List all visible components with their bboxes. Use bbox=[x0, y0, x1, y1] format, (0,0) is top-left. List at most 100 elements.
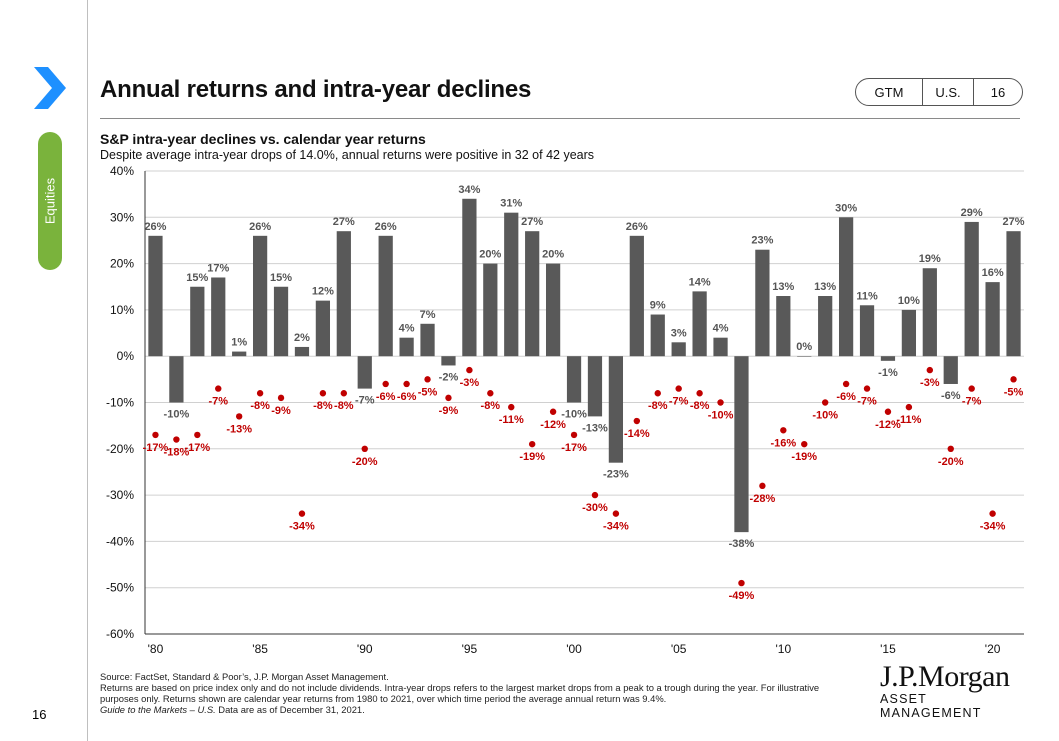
decline-point bbox=[487, 390, 494, 397]
return-bar bbox=[734, 356, 749, 533]
return-label: 27% bbox=[1003, 216, 1025, 228]
return-label: 14% bbox=[689, 276, 711, 288]
decline-point bbox=[947, 445, 954, 452]
return-label: 17% bbox=[207, 262, 229, 274]
return-label: 13% bbox=[772, 281, 794, 293]
return-bar bbox=[587, 356, 603, 417]
decline-point bbox=[696, 390, 703, 397]
decline-point bbox=[633, 417, 641, 425]
return-bar bbox=[420, 323, 435, 357]
return-label: 27% bbox=[521, 216, 543, 228]
return-bar bbox=[901, 309, 917, 357]
decline-point bbox=[235, 413, 243, 420]
return-bar bbox=[755, 249, 770, 357]
return-label: 9% bbox=[650, 300, 666, 312]
return-label: 2% bbox=[294, 332, 310, 344]
return-label: -13% bbox=[582, 422, 608, 434]
decline-point bbox=[1010, 376, 1017, 383]
decline-label: -14% bbox=[624, 428, 650, 440]
section-tab-equities[interactable]: Equities bbox=[38, 132, 62, 270]
return-bar bbox=[566, 356, 582, 403]
return-bar bbox=[776, 296, 791, 357]
return-bar bbox=[315, 300, 331, 357]
return-label: 19% bbox=[919, 253, 941, 265]
title-rule bbox=[100, 118, 1020, 119]
return-bar bbox=[462, 198, 477, 357]
decline-point bbox=[319, 390, 327, 397]
decline-label: -16% bbox=[770, 437, 796, 449]
decline-point bbox=[717, 399, 724, 406]
gtm-badge: GTM U.S. 16 bbox=[855, 78, 1023, 106]
return-bar bbox=[169, 356, 184, 403]
decline-point bbox=[466, 366, 473, 374]
chart-subtitle: Despite average intra-year drops of 14.0… bbox=[100, 148, 595, 162]
page-title: Annual returns and intra-year declines bbox=[100, 76, 532, 103]
return-bar bbox=[441, 356, 456, 366]
return-bar bbox=[943, 356, 958, 384]
decline-point bbox=[152, 431, 159, 439]
decline-label: -11% bbox=[896, 414, 921, 426]
x-tick-label: '15 bbox=[880, 642, 896, 656]
decline-label: -17% bbox=[143, 442, 169, 454]
decline-point bbox=[445, 394, 452, 402]
decline-point bbox=[194, 431, 201, 439]
decline-label: -11% bbox=[499, 414, 524, 426]
return-label: -6% bbox=[941, 390, 961, 402]
decline-label: -5% bbox=[1004, 386, 1024, 398]
return-bar bbox=[629, 235, 644, 357]
return-label: 15% bbox=[186, 272, 208, 284]
decline-point bbox=[215, 385, 222, 392]
x-tick-label: '00 bbox=[566, 642, 582, 656]
decline-label: -12% bbox=[540, 419, 566, 431]
decline-label: -7% bbox=[208, 396, 228, 408]
y-tick-label: -60% bbox=[106, 627, 134, 641]
return-bar bbox=[504, 212, 519, 357]
return-label: -2% bbox=[439, 371, 459, 383]
decline-point bbox=[508, 403, 515, 411]
return-label: 3% bbox=[671, 327, 687, 339]
return-label: 15% bbox=[270, 272, 292, 284]
decline-point bbox=[256, 390, 264, 397]
return-label: 29% bbox=[961, 207, 983, 219]
return-bar bbox=[713, 337, 728, 357]
decline-point bbox=[821, 399, 829, 406]
return-bar bbox=[483, 263, 498, 357]
chevron-right-icon bbox=[34, 67, 66, 109]
return-label: 34% bbox=[458, 184, 480, 196]
logo-main: J.P.Morgan bbox=[880, 660, 1010, 693]
footer-guide-title: Guide to the Markets – U.S. bbox=[100, 704, 216, 715]
decline-point bbox=[801, 440, 808, 448]
return-label: 10% bbox=[898, 295, 920, 307]
return-label: 20% bbox=[542, 249, 564, 261]
y-tick-label: 10% bbox=[110, 303, 134, 317]
return-bar bbox=[294, 346, 310, 357]
decline-label: -34% bbox=[289, 521, 315, 533]
decline-label: -7% bbox=[857, 396, 877, 408]
decline-point bbox=[989, 510, 996, 517]
decline-label: -49% bbox=[729, 590, 755, 602]
decline-label: -20% bbox=[352, 456, 378, 468]
return-label: 4% bbox=[713, 323, 729, 335]
decline-point bbox=[905, 403, 913, 411]
footer-date: Guide to the Markets – U.S. Data are as … bbox=[100, 704, 840, 715]
decline-label: -5% bbox=[418, 386, 438, 398]
decline-label: -17% bbox=[561, 442, 587, 454]
decline-point bbox=[570, 431, 578, 439]
return-label: 16% bbox=[982, 267, 1004, 279]
decline-label: -28% bbox=[750, 493, 776, 505]
return-label: 27% bbox=[333, 216, 355, 228]
decline-label: -20% bbox=[938, 456, 964, 468]
footer-disclaimer: Returns are based on price index only an… bbox=[100, 682, 820, 704]
return-bar bbox=[692, 291, 707, 357]
y-tick-label: -20% bbox=[106, 442, 134, 456]
return-bar bbox=[1006, 231, 1021, 357]
return-label: 26% bbox=[626, 221, 648, 233]
footer-notes: Source: FactSet, Standard & Poor’s, J.P.… bbox=[100, 671, 840, 715]
decline-label: -6% bbox=[836, 391, 856, 403]
return-label: 1% bbox=[231, 337, 247, 349]
decline-label: -8% bbox=[481, 400, 501, 412]
return-bar bbox=[608, 356, 624, 463]
decline-point bbox=[591, 491, 599, 499]
decline-label: -34% bbox=[980, 521, 1006, 533]
